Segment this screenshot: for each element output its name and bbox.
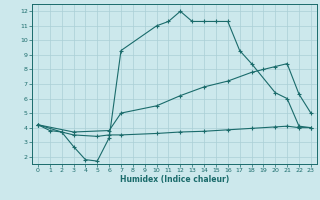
X-axis label: Humidex (Indice chaleur): Humidex (Indice chaleur) (120, 175, 229, 184)
